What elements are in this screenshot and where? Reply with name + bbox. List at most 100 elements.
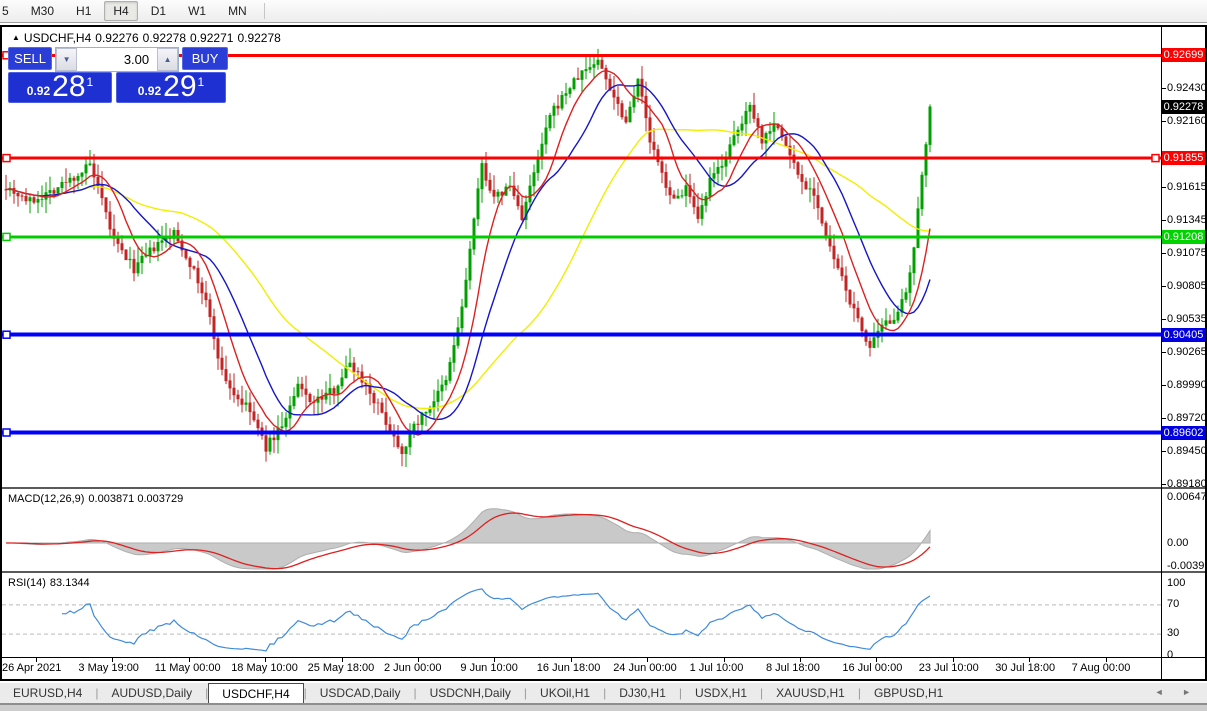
price-axis-label: 0.89180 (1167, 477, 1207, 490)
time-axis-border (2, 657, 1205, 658)
time-axis-label: 24 Jun 00:00 (613, 662, 677, 674)
chart-symbol-label: USDCHF,H4 (23, 31, 92, 45)
time-axis-label: 25 May 18:00 (307, 662, 375, 674)
time-axis-tick (570, 657, 572, 662)
buy-price-main: 29 (163, 70, 197, 103)
timeframe-button-M30[interactable]: M30 (30, 4, 55, 18)
price-badge: 0.92278 (1162, 100, 1205, 114)
price-axis-label: 0.91615 (1167, 181, 1207, 194)
panel-separator[interactable] (2, 571, 1205, 573)
price-axis-label: 0.91075 (1167, 247, 1207, 260)
sell-price-button[interactable]: 0.92 28 1 (8, 72, 112, 103)
time-axis-tick (876, 657, 878, 662)
chart-tab-ukoilh1[interactable]: UKOil,H1 (540, 686, 591, 700)
time-axis-label: 16 Jun 18:00 (536, 662, 601, 674)
price-axis-tick (1161, 451, 1166, 452)
sell-button[interactable]: SELL (8, 47, 53, 70)
time-axis-label: 23 Jul 10:00 (918, 662, 979, 674)
time-axis-label: 26 Apr 2021 (2, 662, 62, 674)
time-axis-label: 16 Jul 00:00 (842, 662, 903, 674)
time-axis-tick (418, 657, 419, 662)
time-axis-tick (265, 657, 267, 662)
one-click-trading-widget: SELL ▼ 3.00 ▲ BUY 0.92 28 1 0.92 29 1 (8, 47, 228, 103)
main-price-chart[interactable] (2, 27, 1161, 487)
chart-tab-usdxh1[interactable]: USDX,H1 (695, 686, 748, 700)
time-axis-tick (723, 657, 725, 662)
macd-axis-label: 0.00647 (1167, 491, 1207, 503)
buy-button[interactable]: BUY (182, 47, 228, 70)
tab-scroll-arrows[interactable]: ◄ ► (1154, 687, 1199, 697)
time-axis-tick (800, 657, 801, 662)
price-badge: 0.91855 (1162, 151, 1205, 165)
rsi-panel[interactable] (2, 573, 1161, 657)
ohlc-close: 0.92278 (237, 31, 281, 45)
tab-separator: | (678, 686, 682, 700)
time-axis-label: 2 Jun 00:00 (384, 662, 442, 674)
chart-tab-eurusdh4[interactable]: EURUSD,H4 (13, 686, 83, 700)
chart-tab-usdcnhdaily[interactable]: USDCNH,Daily (429, 686, 511, 700)
time-axis-tick (952, 657, 954, 662)
price-axis-label: 0.90535 (1167, 312, 1207, 325)
time-axis-tick (188, 657, 190, 662)
timeframe-button-MN[interactable]: MN (228, 4, 247, 18)
tab-separator: | (523, 686, 528, 700)
ohlc-open: 0.92276 (95, 31, 139, 45)
tab-separator: | (413, 686, 417, 700)
rsi-axis-label: 30 (1167, 627, 1180, 639)
rsi-axis-label: 0 (1167, 649, 1174, 661)
price-axis-label: 0.90805 (1167, 279, 1207, 292)
timeframe-button-5[interactable]: 5 (2, 4, 9, 18)
price-axis-label: 0.91345 (1167, 214, 1207, 227)
price-axis-tick (1161, 88, 1166, 89)
price-axis-label: 0.89450 (1167, 445, 1207, 458)
time-axis[interactable]: 26 Apr 2021 3 May 19:00 11 May 00:00 18 May… (2, 657, 1161, 679)
timeframe-toolbar: 5 M30 H1 H4 D1 W1 MN (0, 0, 1207, 23)
macd-label: MACD(12,26,9) 0.003871 0.003729 (8, 493, 184, 505)
timeframe-button-W1[interactable]: W1 (188, 4, 207, 18)
price-axis-tick (1161, 253, 1166, 254)
price-axis-label: 0.90265 (1167, 345, 1207, 358)
chart-tab-xauusdh1[interactable]: XAUUSD,H1 (776, 686, 845, 700)
collapse-triangle-icon[interactable]: ▲ (12, 33, 20, 42)
timeframe-button-D1[interactable]: D1 (150, 4, 167, 18)
time-axis-label: 30 Jul 18:00 (995, 662, 1056, 674)
chart-tab-audusddaily[interactable]: AUDUSD,Daily (111, 686, 193, 700)
panel-separator[interactable] (2, 487, 1205, 489)
volume-spinner: ▼ 3.00 ▲ (55, 47, 180, 72)
price-axis-tick (1161, 385, 1166, 386)
time-axis-label: 18 May 10:00 (231, 662, 298, 674)
sell-price-prefix: 0.92 (26, 84, 51, 98)
volume-decrease-button[interactable]: ▼ (56, 48, 78, 71)
tab-separator: | (303, 686, 307, 700)
chart-tab-usdchfh4[interactable]: USDCHF,H4 (208, 683, 304, 704)
time-axis-label: 7 Aug 00:00 (1071, 662, 1131, 674)
price-axis-tick (1161, 286, 1166, 287)
price-badge: 0.90405 (1162, 328, 1205, 342)
time-axis-label: 1 Jul 10:00 (689, 662, 744, 674)
volume-input[interactable]: 3.00 (77, 48, 158, 71)
timeframe-button-H1[interactable]: H1 (76, 4, 92, 18)
price-badge: 0.92699 (1162, 48, 1205, 62)
chart-tab-dj30h1[interactable]: DJ30,H1 (619, 686, 666, 700)
time-axis-tick (1105, 657, 1107, 662)
chart-tab-usdcaddaily[interactable]: USDCAD,Daily (319, 686, 401, 700)
volume-increase-button[interactable]: ▲ (157, 48, 179, 71)
chart-tab-bar: EURUSD,H4 | AUDUSD,Daily | USDCHF,H4 | USDCAD,… (0, 683, 1207, 704)
macd-panel[interactable] (2, 489, 1161, 571)
sell-price-pip: 1 (86, 75, 94, 89)
price-badge: 0.91208 (1162, 230, 1205, 244)
toolbar-separator (263, 3, 265, 19)
time-axis-label: 11 May 00:00 (154, 662, 221, 674)
chart-tab-gbpusdh1[interactable]: GBPUSD,H1 (873, 686, 944, 700)
status-strip (0, 703, 1207, 711)
price-axis-tick (1161, 418, 1166, 419)
tab-separator: | (603, 686, 607, 700)
price-axis-tick (1161, 352, 1166, 353)
sell-price-main: 28 (52, 70, 86, 103)
buy-price-button[interactable]: 0.92 29 1 (116, 72, 226, 103)
timeframe-button-H4[interactable]: H4 (104, 1, 138, 21)
rsi-axis-label: 70 (1167, 598, 1180, 610)
time-axis-tick (341, 657, 343, 662)
price-axis-tick (1161, 319, 1166, 320)
